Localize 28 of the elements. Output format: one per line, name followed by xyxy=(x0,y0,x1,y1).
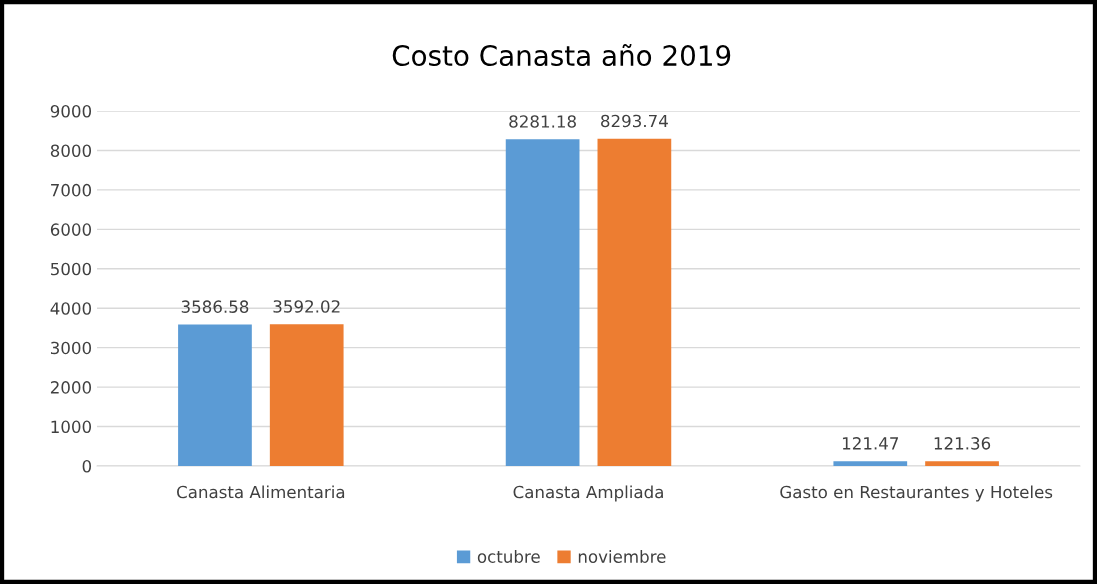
y-tick-label: 5000 xyxy=(51,262,92,276)
data-label: 121.47 xyxy=(842,437,899,450)
y-tick-label: 7000 xyxy=(51,183,92,197)
bar xyxy=(833,461,908,466)
legend-label: octubre xyxy=(477,550,540,563)
x-tick-label: Canasta Alimentaria xyxy=(177,485,345,499)
data-label: 3592.02 xyxy=(273,300,340,313)
chart-title: Costo Canasta año 2019 xyxy=(392,44,731,67)
bar xyxy=(597,138,672,466)
data-label: 3586.58 xyxy=(181,300,249,313)
bar xyxy=(269,324,344,466)
y-tick-label: 9000 xyxy=(50,104,92,118)
bar xyxy=(178,324,252,466)
y-tick-label: 3000 xyxy=(50,341,92,355)
bar xyxy=(505,139,580,466)
legend-label: noviembre xyxy=(578,550,666,563)
y-tick-label: 6000 xyxy=(50,223,92,236)
y-tick-label: 2000 xyxy=(50,381,92,394)
x-tick-label: Gasto en Restaurantes y Hoteles xyxy=(780,485,1053,502)
x-tick-label: Canasta Ampliada xyxy=(513,485,663,502)
y-tick-label: 4000 xyxy=(50,302,92,315)
bar xyxy=(925,461,999,466)
y-tick-label: 8000 xyxy=(50,144,92,158)
y-tick-label: 1000 xyxy=(51,420,92,434)
data-label: 121.36 xyxy=(934,437,991,450)
y-tick-label: 0 xyxy=(82,459,92,473)
data-label: 8293.74 xyxy=(601,114,668,128)
data-label: 8281.18 xyxy=(509,115,576,128)
